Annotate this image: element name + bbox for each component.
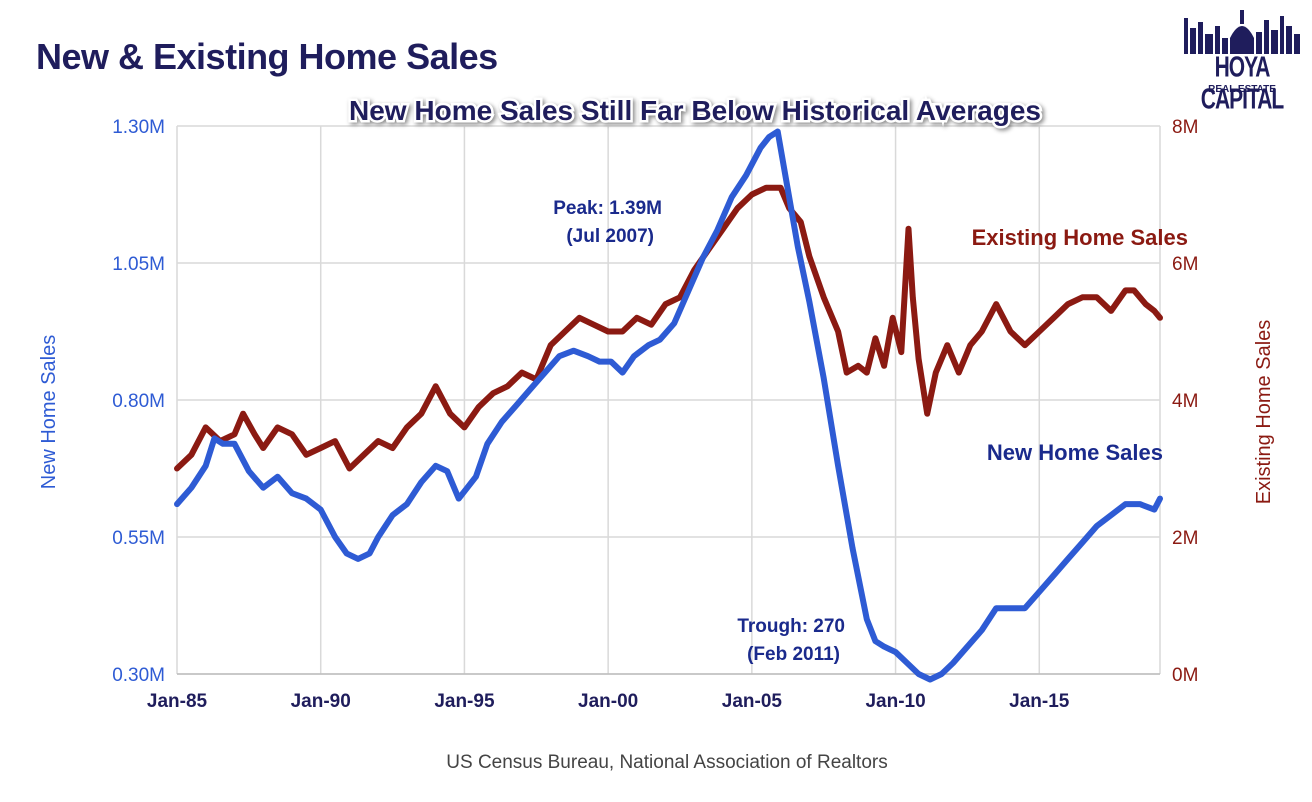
trough-annotation-line2: (Feb 2011) xyxy=(747,644,840,665)
y-left-tick-label: 0.80M xyxy=(112,391,165,412)
x-tick-label: Jan-85 xyxy=(147,691,208,712)
logo-name: HOYA CAPITAL xyxy=(1200,52,1284,116)
chart-title: New Home Sales Still Far Below Historica… xyxy=(349,95,1041,126)
y-left-axis-title: New Home Sales xyxy=(38,335,60,490)
new-series-label: New Home Sales xyxy=(987,440,1163,465)
x-tick-label: Jan-15 xyxy=(1009,691,1070,712)
page-title: New & Existing Home Sales xyxy=(36,36,498,77)
peak-annotation-line1: Peak: 1.39M xyxy=(553,198,662,219)
y-right-tick-label: 6M xyxy=(1172,254,1198,275)
y-right-tick-label: 0M xyxy=(1172,665,1198,686)
existing-home-sales-line xyxy=(174,184,1163,472)
grid xyxy=(176,125,1161,675)
existing-series-label: Existing Home Sales xyxy=(972,225,1188,250)
y-right-tick-label: 4M xyxy=(1172,391,1198,412)
labels: New Home Sales Still Far Below Historica… xyxy=(347,93,1188,666)
peak-annotation-line2: (Jul 2007) xyxy=(566,226,654,247)
y-right-tick-label: 2M xyxy=(1172,528,1198,549)
logo-subtitle: REAL ESTATE xyxy=(1208,84,1276,95)
y-left-tick-label: 0.30M xyxy=(112,665,165,686)
x-tick-label: Jan-05 xyxy=(722,691,783,712)
x-tick-label: Jan-00 xyxy=(578,691,638,712)
source-note: US Census Bureau, National Association o… xyxy=(446,752,888,773)
y-left-tick-label: 1.05M xyxy=(112,254,165,275)
y-left-tick-label: 0.55M xyxy=(112,528,165,549)
existing-home-sales-series xyxy=(174,184,1163,472)
y-right-tick-label: 8M xyxy=(1172,117,1198,138)
logo: HOYA CAPITAL REAL ESTATE xyxy=(1180,4,1304,115)
x-tick-label: Jan-90 xyxy=(291,691,351,712)
y-left-tick-label: 1.30M xyxy=(112,117,165,138)
new-home-sales-line xyxy=(174,128,1163,683)
x-tick-label: Jan-95 xyxy=(434,691,495,712)
x-tick-label: Jan-10 xyxy=(865,691,925,712)
y-right-axis-title: Existing Home Sales xyxy=(1253,320,1275,505)
axes: 0.30M 0.55M 0.80M 1.05M 1.30M 0M 2M 4M 6M 8M Jan-8… xyxy=(38,117,1275,712)
skyline-icon xyxy=(1184,10,1300,54)
trough-annotation-line1: Trough: 270 xyxy=(737,616,845,637)
new-home-sales-series xyxy=(174,128,1163,683)
